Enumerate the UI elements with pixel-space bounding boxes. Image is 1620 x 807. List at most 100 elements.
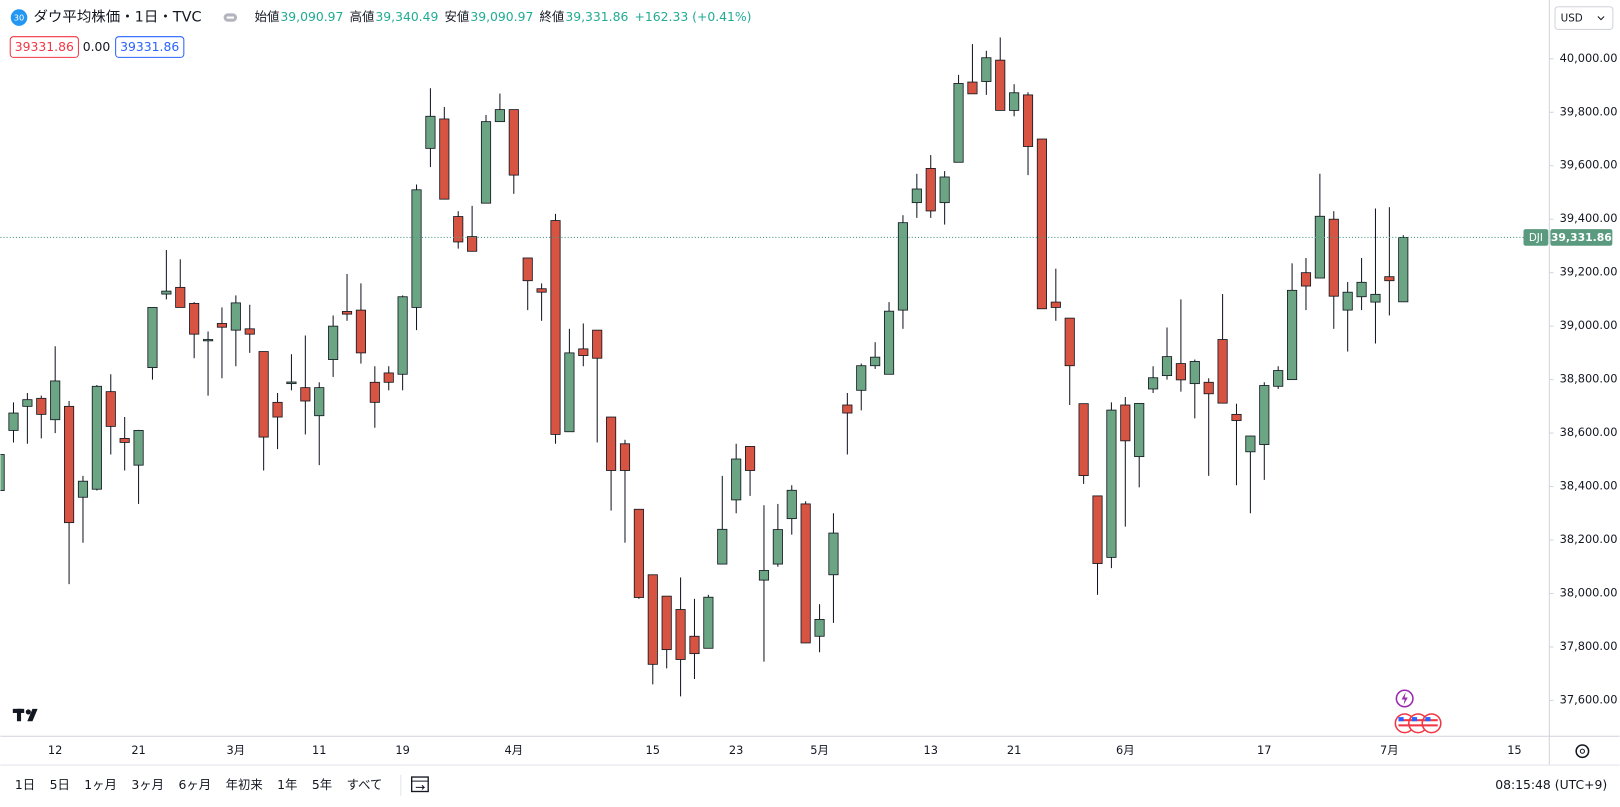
candle-body bbox=[439, 118, 450, 200]
y-tick-label: 38,800.00 bbox=[1560, 372, 1618, 386]
candle-body bbox=[1134, 402, 1145, 458]
range-button[interactable]: すべて bbox=[347, 777, 383, 792]
candle-body bbox=[800, 503, 811, 644]
candle-body bbox=[453, 216, 464, 243]
candle-body bbox=[1175, 363, 1186, 381]
candle-body bbox=[91, 385, 102, 490]
currency-caret bbox=[1597, 16, 1605, 21]
candle-body bbox=[480, 121, 492, 204]
candle-body bbox=[842, 404, 853, 414]
ohlc-label: 始値 bbox=[255, 9, 280, 24]
symbol-badge[interactable] bbox=[10, 9, 28, 26]
candle-body bbox=[578, 348, 589, 356]
candle-body bbox=[870, 356, 881, 367]
range-toolbar: 1日 5日 1ヶ月 3ヶ月 6ヶ月 年初来 1年 5年 すべて bbox=[15, 777, 383, 792]
candle-body bbox=[1314, 215, 1325, 279]
y-tick-label: 39,600.00 bbox=[1560, 158, 1618, 172]
candle-body bbox=[230, 302, 241, 331]
currency-button[interactable] bbox=[1554, 6, 1614, 30]
candle-body bbox=[508, 109, 519, 176]
plot-area bbox=[0, 37, 1409, 697]
candle-body bbox=[494, 109, 505, 123]
candle-body bbox=[286, 381, 297, 385]
y-tick-label: 38,600.00 bbox=[1560, 425, 1618, 439]
y-tick-label: 38,200.00 bbox=[1560, 532, 1618, 546]
event-bolt bbox=[1401, 692, 1408, 705]
x-tick-label: 17 bbox=[1257, 743, 1271, 757]
ohlc-value: 39,090.97 bbox=[470, 9, 533, 24]
sell-box[interactable] bbox=[9, 36, 79, 58]
candle-body bbox=[606, 416, 617, 471]
candle-body bbox=[411, 189, 422, 308]
candle-body bbox=[592, 329, 603, 359]
x-tick-label: 23 bbox=[729, 743, 743, 757]
candle-body bbox=[939, 176, 950, 204]
candle-body bbox=[161, 290, 172, 295]
x-tick-label: 19 bbox=[395, 743, 409, 757]
candle-body bbox=[786, 489, 797, 520]
candle-body bbox=[467, 236, 478, 252]
candle-body bbox=[50, 380, 61, 421]
x-tick-label: 7月 bbox=[1380, 743, 1399, 757]
y-tick-label: 37,800.00 bbox=[1560, 639, 1618, 653]
y-tick-label: 38,400.00 bbox=[1560, 479, 1618, 493]
candle-body bbox=[383, 372, 394, 383]
candle-body bbox=[814, 618, 825, 637]
price-line-name: DJI bbox=[1529, 232, 1543, 244]
candle-body bbox=[1328, 218, 1339, 297]
range-button[interactable]: 3ヶ月 bbox=[131, 777, 164, 792]
candle-body bbox=[745, 446, 756, 471]
symbol-title[interactable]: ダウ平均株価・1日・TVC bbox=[33, 9, 201, 26]
x-tick-label: 6月 bbox=[1116, 743, 1135, 757]
candle-body bbox=[911, 188, 922, 204]
range-button[interactable]: 5年 bbox=[312, 777, 332, 792]
candle-body bbox=[925, 168, 936, 212]
range-button[interactable]: 1日 bbox=[15, 777, 35, 792]
range-button[interactable]: 1ヶ月 bbox=[84, 777, 117, 792]
candle-body bbox=[550, 220, 561, 435]
x-tick-label: 21 bbox=[1007, 743, 1021, 757]
candle-body bbox=[202, 339, 214, 342]
candle-body bbox=[133, 429, 144, 466]
candle-body bbox=[1203, 381, 1214, 395]
tv-logo bbox=[12, 708, 38, 722]
y-tick-label: 40,000.00 bbox=[1560, 51, 1618, 65]
spread: 0.00 bbox=[83, 39, 111, 54]
candle-body bbox=[258, 351, 269, 438]
range-button[interactable]: 5日 bbox=[50, 777, 70, 792]
currency: USD bbox=[1561, 13, 1583, 25]
candle-body bbox=[522, 257, 533, 282]
candle-body bbox=[300, 387, 311, 402]
candle-body bbox=[758, 570, 770, 581]
candle-body bbox=[981, 57, 992, 82]
x-tick-label: 21 bbox=[131, 743, 145, 757]
y-tick-label: 37,600.00 bbox=[1560, 692, 1618, 706]
range-button[interactable]: 6ヶ月 bbox=[178, 777, 211, 792]
candle-body bbox=[1231, 413, 1242, 421]
candle-body bbox=[314, 387, 325, 417]
x-tick-label: 11 bbox=[312, 743, 326, 757]
price-line-label: 39,331.86 bbox=[1551, 231, 1612, 244]
y-tick-label: 39,200.00 bbox=[1560, 265, 1618, 279]
economic-events[interactable] bbox=[1394, 713, 1442, 734]
candle-body bbox=[675, 609, 686, 660]
price-line-name-bg bbox=[1523, 229, 1549, 246]
candle-body bbox=[1259, 385, 1270, 445]
candle-body bbox=[883, 310, 895, 375]
candle-body bbox=[1148, 377, 1159, 390]
candle-body bbox=[1022, 94, 1034, 147]
clock[interactable]: 08:15:48 (UTC+9) bbox=[1495, 777, 1607, 792]
range-button[interactable]: 年初来 bbox=[226, 777, 263, 792]
buy-box[interactable] bbox=[115, 36, 185, 58]
goto-date-button[interactable] bbox=[410, 776, 429, 793]
settings-button[interactable] bbox=[1575, 744, 1590, 759]
sell-price: 39331.86 bbox=[15, 39, 74, 54]
candle-body bbox=[1370, 293, 1381, 303]
candle-body bbox=[1398, 237, 1409, 303]
candle-body bbox=[995, 59, 1006, 111]
range-button[interactable]: 1年 bbox=[277, 777, 297, 792]
ohlc-label: 安値 bbox=[445, 9, 470, 24]
x-tick-label: 4月 bbox=[505, 743, 524, 757]
candle-body bbox=[731, 458, 742, 501]
